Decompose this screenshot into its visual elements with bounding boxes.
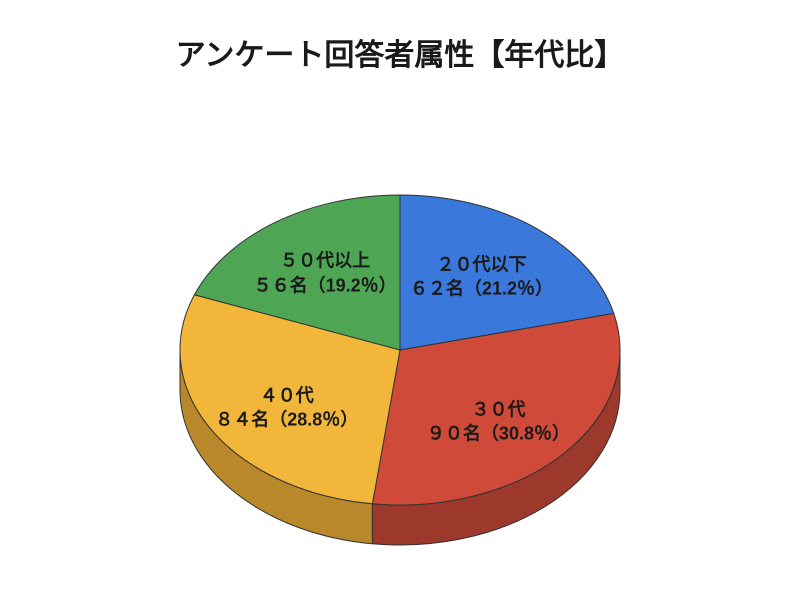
slice-label-line2: ９０名（30.8％）: [427, 422, 570, 446]
slice-label: ４０代８４名（28.8％）: [215, 384, 358, 433]
slice-label-line2: ５６名（19.2％）: [254, 273, 397, 297]
slice-label-line1: ２０代以下: [410, 253, 553, 277]
pie-chart: ２０代以下６２名（21.2％） ３０代９０名（30.8％） ４０代８４名（28.8％…: [0, 0, 800, 600]
slice-label-line1: ４０代: [215, 384, 358, 408]
slice-label: ３０代９０名（30.8％）: [427, 398, 570, 447]
slice-label: ５０代以上５６名（19.2％）: [254, 249, 397, 298]
slice-label-line2: ８４名（28.8％）: [215, 408, 358, 432]
slice-label-line2: ６２名（21.2％）: [410, 277, 553, 301]
pie-tops: [180, 195, 620, 505]
pie-svg: [0, 0, 800, 600]
slice-label: ２０代以下６２名（21.2％）: [410, 253, 553, 302]
slice-label-line1: ５０代以上: [254, 249, 397, 273]
slice-label-line1: ３０代: [427, 398, 570, 422]
